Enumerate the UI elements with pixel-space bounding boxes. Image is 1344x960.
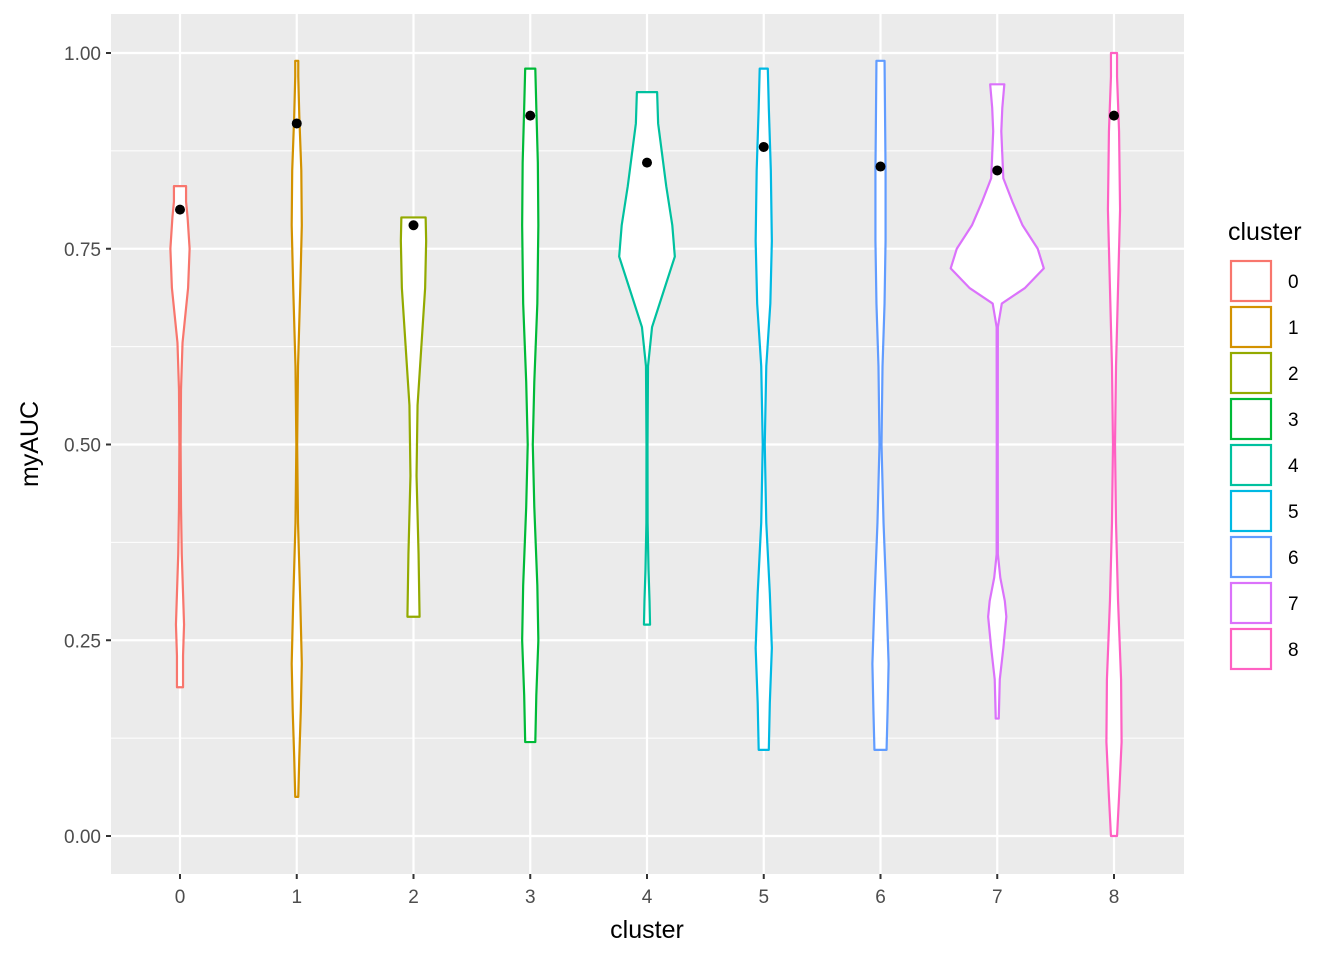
legend-key-outline-3 [1229, 397, 1273, 441]
median-points [175, 110, 1119, 231]
point-cluster-5 [758, 141, 769, 152]
violin-cluster-6 [871, 59, 890, 751]
y-axis: 0.00 0.25 0.50 0.75 1.00 [64, 44, 111, 848]
legend-key-outline-4 [1229, 443, 1273, 487]
point-cluster-6 [875, 161, 886, 172]
legend-key-outline-5 [1229, 489, 1273, 533]
violin-cluster-8 [1105, 51, 1123, 838]
x-tick-label: 2 [408, 887, 419, 908]
x-tick-label: 7 [992, 887, 1003, 908]
y-tick-label: 0.50 [64, 436, 101, 457]
legend-label-5: 5 [1288, 502, 1299, 523]
y-tick-label: 1.00 [64, 44, 101, 65]
point-cluster-7 [992, 165, 1003, 176]
violin-cluster-7 [949, 83, 1045, 720]
point-cluster-2 [408, 220, 419, 231]
x-tick-label: 5 [758, 887, 769, 908]
y-tick-label: 0.00 [64, 827, 101, 848]
y-tick-label: 0.25 [64, 631, 101, 652]
legend-key-outline-0 [1229, 259, 1273, 303]
point-cluster-3 [525, 110, 536, 121]
x-tick-label: 0 [175, 887, 186, 908]
x-tick-label: 4 [642, 887, 653, 908]
legend-key-outline-1 [1229, 305, 1273, 349]
violin-cluster-4 [618, 91, 676, 626]
violin-cluster-3 [521, 67, 540, 744]
legend-label-1: 1 [1288, 318, 1299, 339]
legend-label-2: 2 [1288, 364, 1299, 385]
x-tick-label: 6 [875, 887, 886, 908]
legend-label-8: 8 [1288, 640, 1299, 661]
legend-title: cluster [1228, 218, 1302, 246]
legend-label-3: 3 [1288, 410, 1299, 431]
y-axis-title: myAUC [16, 401, 44, 487]
legend-key-outline-2 [1229, 351, 1273, 395]
point-cluster-4 [642, 157, 652, 168]
point-cluster-1 [291, 118, 302, 129]
point-cluster-0 [175, 204, 185, 215]
legend-label-6: 6 [1288, 548, 1299, 569]
x-tick-label: 3 [525, 887, 536, 908]
x-tick-label: 8 [1109, 887, 1120, 908]
legend: cluster 0 1 2 3 4 5 6 7 8 [1228, 218, 1302, 671]
point-cluster-8 [1109, 110, 1119, 121]
violin-cluster-2 [399, 216, 428, 618]
legend-label-4: 4 [1288, 456, 1299, 477]
legend-key-outline-7 [1229, 581, 1273, 625]
legend-label-7: 7 [1288, 594, 1299, 615]
violins [169, 51, 1123, 838]
x-axis-title: cluster [610, 916, 684, 944]
y-tick-label: 0.75 [64, 240, 101, 261]
violin-cluster-0 [169, 185, 191, 689]
legend-label-0: 0 [1288, 272, 1299, 293]
violin-cluster-5 [754, 67, 773, 751]
violin-cluster-1 [290, 59, 303, 798]
legend-key-outline-6 [1229, 535, 1273, 579]
x-axis: 0 1 2 3 4 5 6 7 8 [175, 874, 1120, 908]
legend-key-outline-8 [1229, 627, 1273, 671]
x-tick-label: 1 [291, 887, 302, 908]
